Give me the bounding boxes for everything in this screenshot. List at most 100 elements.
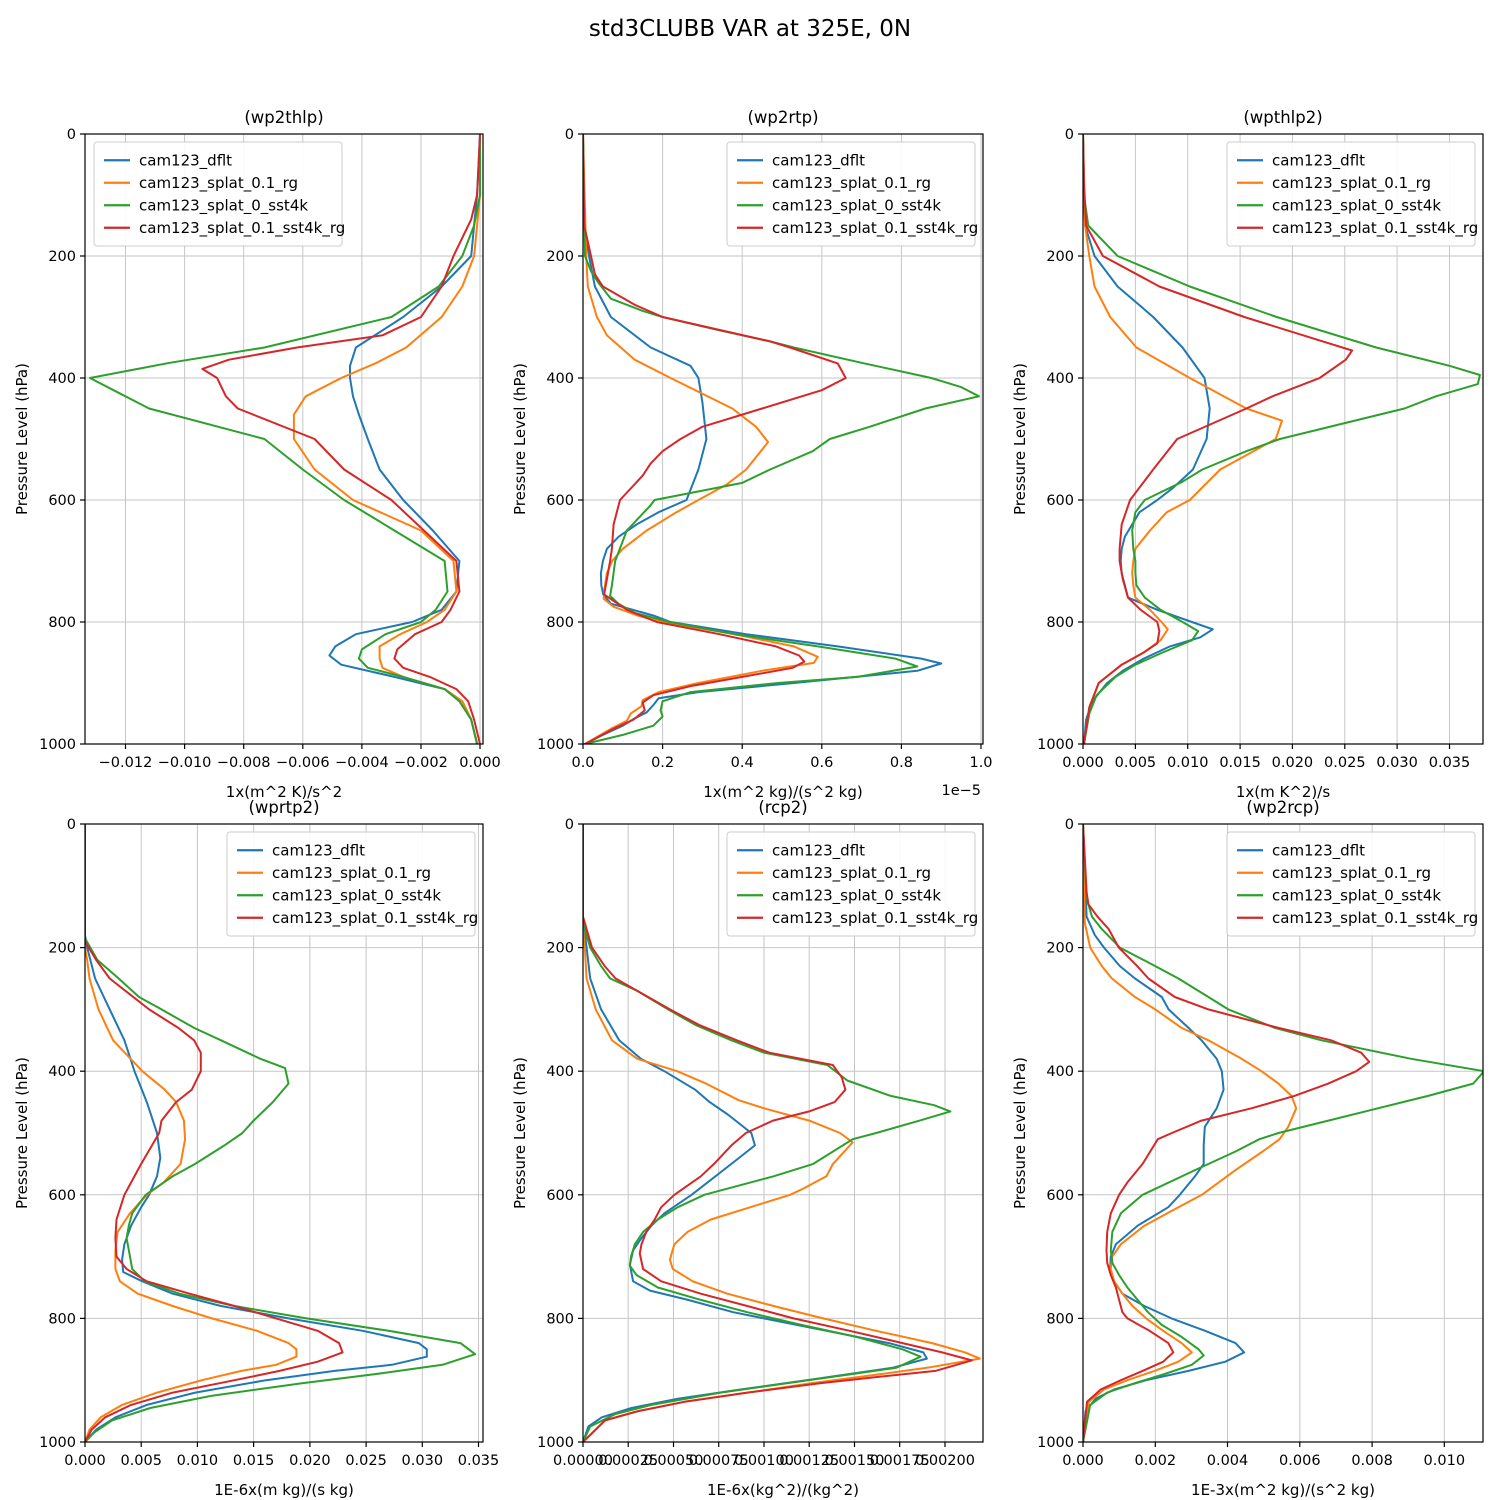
x-tick-label: 0.8 — [890, 755, 913, 771]
legend-box — [226, 831, 476, 937]
series-line-cam123_dflt — [583, 134, 943, 744]
y-tick-label: 1000 — [39, 1435, 76, 1451]
yaxis-label: Pressure Level (hPa) — [13, 363, 31, 515]
legend-label: cam123_dflt — [772, 841, 865, 860]
y-tick-label: 600 — [546, 1188, 574, 1204]
series-line-cam123_splat_0.1_sst4k_rg — [583, 824, 973, 1442]
series-line-cam123_splat_0.1_sst4k_rg — [583, 134, 847, 744]
y-tick-label: 800 — [1046, 1311, 1074, 1327]
legend-label: cam123_splat_0.1_sst4k_rg — [1272, 219, 1478, 238]
x-tick-label: 0.00075 — [689, 1453, 749, 1469]
y-tick-label: 400 — [48, 371, 76, 387]
y-tick-label: 800 — [48, 615, 76, 631]
x-tick-label: 0.00025 — [598, 1453, 658, 1469]
figure-title: std3CLUBB VAR at 325E, 0N — [588, 16, 912, 42]
series-line-cam123_splat_0_sst4k — [583, 824, 952, 1442]
y-tick-label: 600 — [1046, 1188, 1074, 1204]
y-tick-label: 0 — [67, 127, 76, 143]
yaxis-label: Pressure Level (hPa) — [511, 1057, 529, 1209]
x-tick-label: 0.030 — [402, 1453, 444, 1469]
x-tick-label: −0.006 — [276, 755, 330, 771]
series-line-cam123_splat_0.1_sst4k_rg — [85, 824, 344, 1442]
legend-label: cam123_splat_0_sst4k — [772, 196, 941, 215]
legend-label: cam123_dflt — [139, 151, 232, 170]
x-tick-label: 0.020 — [289, 1453, 331, 1469]
series-line-cam123_splat_0_sst4k — [1083, 824, 1483, 1442]
axes-frame — [582, 133, 984, 745]
x-tick-label: 0.0 — [571, 755, 594, 771]
legend-label: cam123_splat_0_sst4k — [1272, 886, 1441, 905]
y-tick-label: 400 — [1046, 371, 1074, 387]
x-tick-label: 0.00125 — [779, 1453, 839, 1469]
x-tick-label: −0.004 — [335, 755, 389, 771]
xaxis-label: 1x(m^2 K)/s^2 — [226, 783, 342, 801]
x-tick-label: 0.020 — [1272, 755, 1314, 771]
x-tick-label: 0.00150 — [825, 1453, 885, 1469]
series-line-cam123_splat_0.1_rg — [292, 134, 481, 744]
subplot-title: (wprtp2) — [248, 798, 319, 817]
x-tick-label: 0.4 — [731, 755, 754, 771]
x-tick-label: 0.010 — [177, 1453, 219, 1469]
axes-frame — [1082, 823, 1484, 1443]
series-line-cam123_dflt — [1083, 824, 1246, 1442]
x-tick-label: 0.030 — [1376, 755, 1418, 771]
y-tick-label: 600 — [1046, 493, 1074, 509]
y-tick-label: 0 — [1065, 127, 1074, 143]
y-tick-label: 1000 — [1037, 737, 1074, 753]
y-tick-label: 200 — [546, 941, 574, 957]
axes-frame — [582, 823, 984, 1443]
legend-label: cam123_dflt — [1272, 841, 1365, 860]
y-tick-label: 1000 — [39, 737, 76, 753]
x-tick-label: −0.012 — [99, 755, 153, 771]
legend-label: cam123_splat_0.1_sst4k_rg — [139, 219, 345, 238]
y-tick-label: 200 — [1046, 249, 1074, 265]
legend-label: cam123_dflt — [1272, 151, 1365, 170]
y-tick-label: 0 — [565, 127, 574, 143]
series-line-cam123_splat_0.1_rg — [85, 824, 298, 1442]
y-tick-label: 400 — [48, 1064, 76, 1080]
x-tick-label: 0.004 — [1207, 1453, 1249, 1469]
y-tick-label: 400 — [546, 1064, 574, 1080]
subplot-wp2rtp: 0.0 0.2 0.4 0.6 0.8 1.0 0 200 400 600 800 1000 1x(m^… — [511, 108, 993, 801]
x-tick-label: 0.00050 — [644, 1453, 704, 1469]
y-tick-label: 200 — [546, 249, 574, 265]
x-tick-label: −0.010 — [158, 755, 212, 771]
subplot-title: (wpthlp2) — [1243, 108, 1322, 127]
y-tick-label: 0 — [565, 817, 574, 833]
series-line-cam123_dflt — [1083, 134, 1214, 744]
legend-label: cam123_splat_0.1_sst4k_rg — [772, 909, 978, 928]
x-tick-label: 0.000 — [1062, 755, 1104, 771]
xaxis-label: 1E-3x(m^2 kg)/(s^2 kg) — [1191, 1481, 1375, 1499]
legend: cam123_dflt cam123_splat_0.1_rg cam123_spl… — [93, 141, 345, 247]
x-tick-label: 0.015 — [1219, 755, 1261, 771]
x-tick-label: 0.00100 — [734, 1453, 794, 1469]
legend-label: cam123_splat_0.1_rg — [772, 174, 931, 193]
legend: cam123_dflt cam123_splat_0.1_rg cam123_spl… — [726, 141, 978, 247]
x-tick-label: 0.010 — [1167, 755, 1209, 771]
y-tick-label: 800 — [48, 1311, 76, 1327]
series-line-cam123_splat_0.1_sst4k_rg — [1083, 824, 1371, 1442]
x-tick-label: 0.025 — [345, 1453, 387, 1469]
legend-label: cam123_splat_0.1_rg — [272, 864, 431, 883]
series-line-cam123_splat_0_sst4k — [85, 824, 477, 1442]
y-tick-label: 800 — [546, 615, 574, 631]
y-tick-label: 0 — [1065, 817, 1074, 833]
series-line-cam123_splat_0_sst4k — [1083, 134, 1481, 744]
x-tick-label: 0.035 — [458, 1453, 500, 1469]
y-tick-label: 400 — [1046, 1064, 1074, 1080]
legend-label: cam123_splat_0.1_sst4k_rg — [272, 909, 478, 928]
legend-box — [1226, 831, 1476, 937]
x-tick-label: 0.000 — [64, 1453, 106, 1469]
x-tick-label: 0.00175 — [870, 1453, 930, 1469]
xaxis-label: 1E-6x(kg^2)/(kg^2) — [707, 1481, 859, 1499]
legend-box — [93, 141, 343, 247]
y-tick-label: 600 — [48, 1188, 76, 1204]
y-tick-label: 200 — [1046, 941, 1074, 957]
x-tick-label: −0.008 — [217, 755, 271, 771]
y-tick-label: 800 — [546, 1311, 574, 1327]
y-tick-label: 0 — [67, 817, 76, 833]
x-tick-label: 0.015 — [233, 1453, 275, 1469]
subplot-title: (rcp2) — [758, 798, 807, 817]
